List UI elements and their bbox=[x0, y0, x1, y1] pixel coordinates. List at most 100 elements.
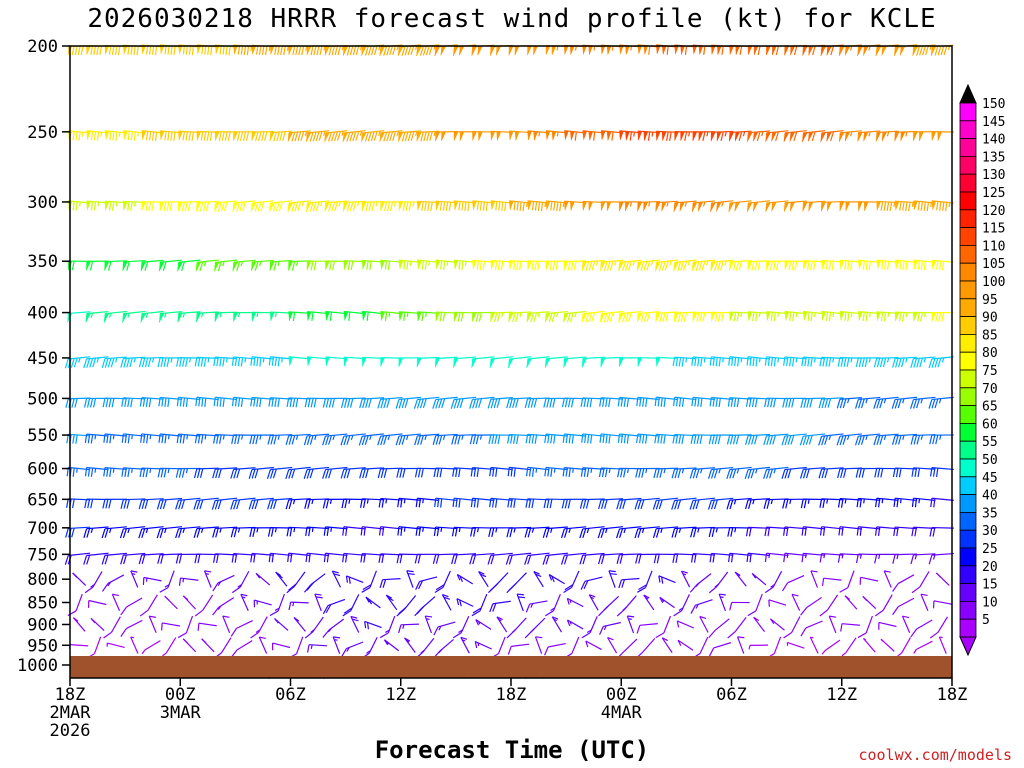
barb-feather bbox=[227, 131, 231, 141]
barb-feather bbox=[123, 358, 127, 368]
barb-shaft bbox=[343, 467, 366, 470]
barb-shaft bbox=[916, 640, 933, 650]
barb-feather bbox=[545, 528, 550, 538]
barb-half-feather bbox=[438, 648, 443, 654]
barb-feather bbox=[470, 498, 474, 508]
barb-feather bbox=[755, 312, 758, 322]
barb-pennant bbox=[839, 311, 845, 321]
barb-half-feather bbox=[574, 312, 577, 318]
barb-feather bbox=[945, 202, 948, 212]
barb-feather bbox=[251, 499, 256, 510]
barb-feather bbox=[346, 435, 351, 445]
barb-feather bbox=[783, 356, 786, 366]
barb-pennant bbox=[178, 44, 183, 54]
barb-feather bbox=[212, 434, 216, 444]
barb-feather bbox=[367, 598, 373, 605]
barb-shaft bbox=[68, 552, 91, 557]
barb-shaft bbox=[511, 643, 530, 647]
barb-pennant bbox=[453, 46, 459, 57]
barb-feather bbox=[929, 631, 939, 639]
barb-shaft bbox=[474, 641, 492, 650]
barb-pennant bbox=[913, 312, 918, 322]
barb-feather bbox=[671, 500, 676, 510]
barb-feather bbox=[310, 261, 314, 271]
barb-feather bbox=[361, 587, 371, 593]
barb-feather bbox=[145, 468, 149, 478]
barb-feather bbox=[582, 528, 587, 538]
barb-shaft bbox=[699, 636, 709, 654]
barb-feather bbox=[680, 312, 685, 322]
barb-shaft bbox=[86, 356, 109, 360]
barb-feather bbox=[623, 434, 627, 444]
barb-shaft bbox=[937, 616, 948, 633]
barb-half-feather bbox=[366, 650, 371, 654]
barb-feather bbox=[787, 435, 792, 445]
barb-shaft bbox=[220, 637, 232, 654]
barb-feather bbox=[889, 202, 893, 212]
barb-feather bbox=[173, 132, 176, 142]
barb-feather bbox=[325, 469, 330, 479]
barb-feather bbox=[349, 45, 354, 56]
barb-feather bbox=[196, 468, 201, 479]
barb-half-feather bbox=[789, 499, 792, 505]
barb-shaft bbox=[913, 356, 936, 360]
barb-shaft bbox=[215, 497, 238, 502]
colorbar-label: 20 bbox=[982, 560, 998, 575]
barb-pennant bbox=[894, 259, 900, 270]
barb-shaft bbox=[768, 599, 787, 606]
barb-feather bbox=[349, 201, 354, 212]
barb-shaft bbox=[607, 637, 618, 654]
barb-shaft bbox=[845, 637, 857, 654]
barb-feather bbox=[865, 312, 868, 322]
barb-half-feather bbox=[740, 312, 743, 318]
barb-pennant bbox=[533, 45, 538, 56]
barb-pennant bbox=[86, 200, 91, 211]
barb-feather bbox=[666, 46, 669, 55]
barb-shaft bbox=[876, 433, 899, 437]
barb-shaft bbox=[110, 616, 121, 633]
barb-feather bbox=[914, 498, 918, 508]
barb-feather bbox=[275, 201, 280, 212]
barb-feather bbox=[240, 45, 244, 55]
barb-feather bbox=[738, 261, 743, 271]
barb-feather bbox=[315, 201, 320, 212]
barb-feather bbox=[328, 468, 333, 479]
barb-half-feather bbox=[740, 357, 743, 363]
barb-feather bbox=[782, 526, 786, 536]
barb-feather bbox=[340, 398, 345, 408]
barb-feather bbox=[352, 45, 357, 56]
barb-pennant bbox=[159, 312, 165, 323]
barb-feather bbox=[493, 312, 498, 322]
barb-feather bbox=[245, 131, 250, 141]
barb-feather bbox=[902, 201, 905, 211]
barb-feather bbox=[157, 357, 161, 368]
barb-feather bbox=[219, 397, 222, 407]
barb-feather bbox=[288, 499, 293, 510]
barb-feather bbox=[935, 468, 939, 478]
barb-feather bbox=[533, 570, 540, 575]
barb-feather bbox=[608, 570, 616, 573]
barb-feather bbox=[175, 468, 180, 478]
barb-pennant bbox=[600, 201, 606, 211]
barb-feather bbox=[213, 553, 216, 563]
barb-feather bbox=[182, 638, 188, 644]
barb-feather bbox=[101, 583, 109, 592]
barb-feather bbox=[161, 397, 164, 407]
barb-feather bbox=[179, 397, 183, 407]
barb-half-feather bbox=[107, 581, 112, 587]
barb-pennant bbox=[398, 357, 404, 368]
barb-feather bbox=[531, 201, 535, 211]
barb-feather bbox=[515, 261, 519, 271]
barb-feather bbox=[145, 397, 149, 408]
barb-pennant bbox=[490, 200, 496, 210]
barb-feather bbox=[920, 593, 928, 597]
barb-feather bbox=[187, 201, 192, 212]
barb-feather bbox=[842, 398, 847, 409]
barb-feather bbox=[342, 553, 345, 563]
barb-half-feather bbox=[814, 312, 816, 318]
barb-shaft bbox=[637, 526, 660, 530]
barb-half-feather bbox=[941, 357, 945, 363]
barb-half-feather bbox=[863, 498, 865, 504]
barb-feather bbox=[547, 467, 550, 477]
colorbar-label: 5 bbox=[982, 613, 990, 628]
